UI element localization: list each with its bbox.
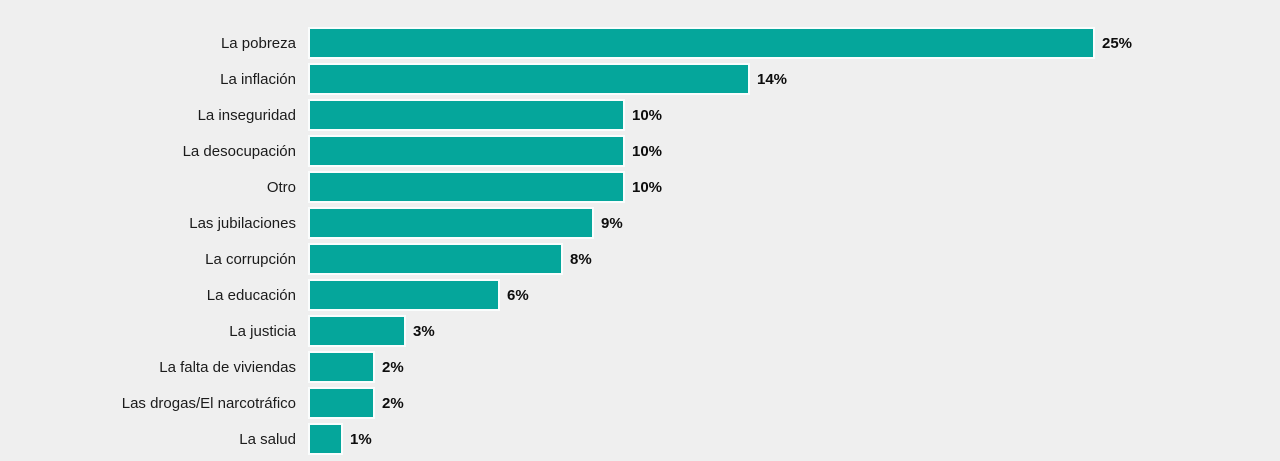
value-label: 14% — [757, 70, 788, 88]
bar-row: La salud 1% — [0, 421, 1280, 457]
bar-row: La inflación 14% — [0, 61, 1280, 97]
category-label: Las drogas/El narcotráfico — [121, 394, 296, 412]
bar-area: 10% — [310, 133, 662, 169]
bar-row: La falta de viviendas 2% — [0, 349, 1280, 385]
bar — [310, 281, 498, 309]
bar — [310, 173, 623, 201]
value-label: 10% — [632, 106, 663, 124]
category-label: Otro — [266, 178, 296, 196]
category-label: La inseguridad — [197, 106, 296, 124]
bar-area: 2% — [310, 385, 404, 421]
bar-area: 2% — [310, 349, 404, 385]
bar-row: La justicia 3% — [0, 313, 1280, 349]
bar — [310, 425, 341, 453]
value-label: 10% — [632, 178, 663, 196]
value-label: 1% — [350, 430, 372, 448]
category-label: La justicia — [229, 322, 296, 340]
bar-row: Otro 10% — [0, 169, 1280, 205]
bar — [310, 353, 373, 381]
category-label: La desocupación — [182, 142, 296, 160]
category-label: La pobreza — [220, 34, 296, 52]
bar-area: 1% — [310, 421, 372, 457]
bar-chart: La pobreza 25% La inflación 14% La insegurid… — [0, 25, 1280, 457]
category-label: Las jubilaciones — [189, 214, 296, 232]
bar — [310, 29, 1093, 57]
bar — [310, 65, 748, 93]
value-label: 2% — [382, 394, 404, 412]
bar-area: 8% — [310, 241, 592, 277]
category-label: La educación — [206, 286, 296, 304]
bar-row: La inseguridad 10% — [0, 97, 1280, 133]
value-label: 9% — [601, 214, 623, 232]
bar-row: La corrupción 8% — [0, 241, 1280, 277]
bar-area: 14% — [310, 61, 787, 97]
value-label: 8% — [570, 250, 592, 268]
bar — [310, 317, 404, 345]
value-label: 3% — [413, 322, 435, 340]
bar-area: 10% — [310, 169, 662, 205]
bar-area: 3% — [310, 313, 435, 349]
category-label: La salud — [239, 430, 296, 448]
value-label: 10% — [632, 142, 663, 160]
category-label: La falta de viviendas — [159, 358, 296, 376]
bar-row: La desocupación 10% — [0, 133, 1280, 169]
bar — [310, 137, 623, 165]
bar — [310, 389, 373, 417]
bar — [310, 245, 561, 273]
bar-area: 10% — [310, 97, 662, 133]
bar-area: 6% — [310, 277, 529, 313]
bar — [310, 209, 592, 237]
bar-row: Las drogas/El narcotráfico 2% — [0, 385, 1280, 421]
category-label: La corrupción — [205, 250, 296, 268]
value-label: 2% — [382, 358, 404, 376]
category-label: La inflación — [220, 70, 296, 88]
bar-area: 9% — [310, 205, 623, 241]
bar — [310, 101, 623, 129]
bar-row: La educación 6% — [0, 277, 1280, 313]
value-label: 6% — [507, 286, 529, 304]
bar-row: Las jubilaciones 9% — [0, 205, 1280, 241]
bar-row: La pobreza 25% — [0, 25, 1280, 61]
value-label: 25% — [1102, 34, 1133, 52]
bar-area: 25% — [310, 25, 1132, 61]
